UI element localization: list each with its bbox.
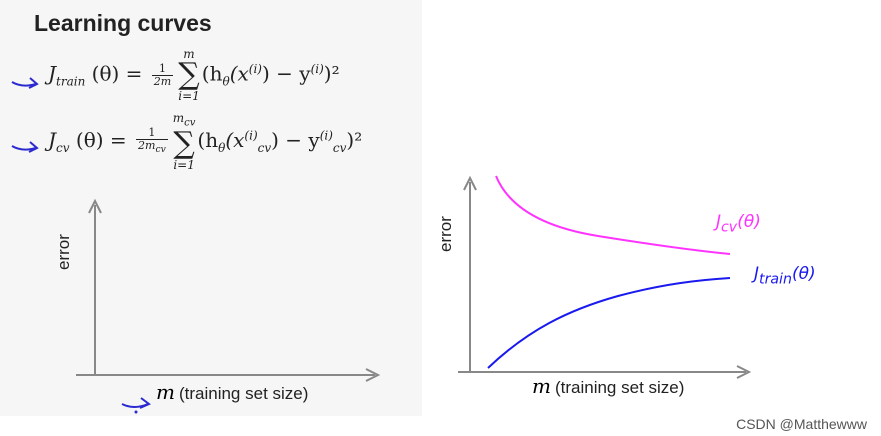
- eq-train-lhs-sub: train: [56, 74, 86, 89]
- right-plot-xlabel: m (training set size): [532, 374, 685, 398]
- left-plot-xlabel: m (training set size): [156, 380, 309, 404]
- cv-error-curve: [495, 175, 731, 255]
- eq-cv-fraction: 1 2mcv: [136, 126, 168, 156]
- cv-cost-equation: Jcv (θ) = 1 2mcv mcv ∑ i=1 (hθ(x(i)cv) −…: [48, 111, 363, 173]
- right-plot-ylabel: error: [436, 216, 455, 252]
- train-curve-label: Jtrain(θ): [754, 264, 816, 288]
- slide-title: Learning curves: [34, 10, 212, 36]
- eq-train-fraction: 1 2m: [151, 61, 174, 88]
- right-plot: [458, 175, 752, 379]
- sigma-symbol: ∑: [173, 126, 195, 162]
- left-plot-axes: [76, 198, 381, 382]
- sigma-symbol: ∑: [178, 57, 200, 92]
- eq-train-arg: (θ) =: [91, 61, 143, 86]
- equation-arrows: [11, 77, 39, 153]
- left-plot-ylabel: error: [54, 234, 73, 270]
- left-slide-panel: [0, 0, 422, 416]
- eq-cv-lhs: J: [48, 128, 57, 153]
- question-arrow-icon: [121, 397, 151, 414]
- eq-cv-lhs-sub: cv: [56, 141, 70, 156]
- train-error-curve: [487, 277, 731, 369]
- csdn-watermark: CSDN @Matthewww: [736, 416, 867, 432]
- eq-cv-arg: (θ) =: [75, 128, 127, 153]
- eq-cv-sum: mcv ∑ i=1: [172, 111, 196, 173]
- right-plot-axes: [458, 175, 752, 379]
- eq-train-lhs: J: [48, 61, 57, 86]
- eq-train-sum: m ∑ i=1: [178, 47, 200, 103]
- cv-curve-label: Jcv(θ): [716, 212, 761, 236]
- train-cost-equation: Jtrain (θ) = 1 2m m ∑ i=1 (hθ(x(i)) − y(…: [48, 47, 340, 103]
